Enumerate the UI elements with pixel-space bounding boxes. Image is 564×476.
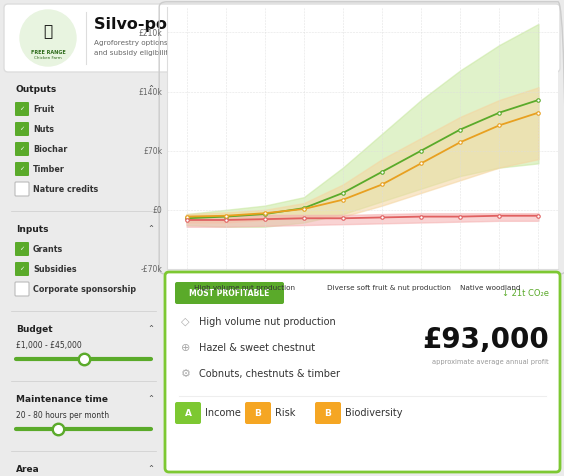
Text: B: B [254,408,262,417]
Text: Biochar: Biochar [33,145,67,153]
Text: ⌃: ⌃ [147,325,154,334]
Text: Fruit: Fruit [33,105,54,113]
Text: Cobnuts, chestnuts & timber: Cobnuts, chestnuts & timber [199,369,340,379]
Text: ⚙: ⚙ [181,369,191,379]
Text: Timber: Timber [33,165,65,173]
Text: Subsidies: Subsidies [33,265,77,274]
Text: ✓: ✓ [19,267,25,271]
Text: ✓: ✓ [19,107,25,111]
Text: Silvo-poultry agroforestry: Silvo-poultry agroforestry [94,17,329,31]
Text: Grants: Grants [33,245,63,254]
Text: High volume nut production: High volume nut production [195,285,296,291]
Text: 20 - 80 hours per month: 20 - 80 hours per month [16,411,109,420]
Text: Biodiversity: Biodiversity [345,408,403,418]
Circle shape [20,10,76,66]
Text: ✓: ✓ [19,147,25,151]
Text: approximate average annual profit: approximate average annual profit [433,359,549,365]
Text: Hazel & sweet chestnut: Hazel & sweet chestnut [199,343,315,353]
Text: FREE RANGE: FREE RANGE [30,50,65,54]
FancyBboxPatch shape [165,272,560,472]
FancyBboxPatch shape [15,242,29,256]
Text: Nature credits: Nature credits [33,185,98,194]
Text: ⌃: ⌃ [147,225,154,234]
Text: approximate average annual profit: approximate average annual profit [429,45,551,51]
Text: Risk: Risk [275,408,296,418]
Text: ⌃: ⌃ [147,85,154,94]
FancyBboxPatch shape [15,142,29,156]
Text: ⊕: ⊕ [181,343,191,353]
Text: Income: Income [205,408,241,418]
Text: Native woodland: Native woodland [460,285,521,291]
FancyBboxPatch shape [15,122,29,136]
Text: Outputs: Outputs [16,85,58,94]
FancyBboxPatch shape [4,4,560,72]
Text: Corporate sponsorship: Corporate sponsorship [33,285,136,294]
FancyBboxPatch shape [15,282,29,296]
FancyBboxPatch shape [175,402,201,424]
FancyBboxPatch shape [15,262,29,276]
Text: Diverse soft fruit & nut production: Diverse soft fruit & nut production [327,285,451,291]
FancyBboxPatch shape [245,402,271,424]
Text: Agroforestry options encompassing shade for chickens, optional produce
and subsi: Agroforestry options encompassing shade … [94,40,357,56]
Text: ↓ 21t CO₂e: ↓ 21t CO₂e [502,288,549,298]
Text: Chicken Farm: Chicken Farm [34,56,62,60]
Text: MOST PROFITABLE: MOST PROFITABLE [189,288,269,298]
Text: ◇: ◇ [181,317,190,327]
Text: Cumulative cash flow: Cumulative cash flow [167,0,279,2]
FancyBboxPatch shape [315,402,341,424]
Text: £1,000 - £45,000: £1,000 - £45,000 [16,341,82,350]
Text: A: A [184,408,192,417]
Text: £93,000: £93,000 [422,326,549,354]
Text: 🐓: 🐓 [43,24,52,40]
Text: ⌃: ⌃ [147,395,154,404]
Text: Nuts: Nuts [33,125,54,133]
Text: ✓: ✓ [19,247,25,251]
FancyBboxPatch shape [15,102,29,116]
Text: Budget: Budget [16,325,52,334]
FancyBboxPatch shape [15,182,29,196]
Text: Maintenance time: Maintenance time [16,395,108,404]
Text: High volume nut production: High volume nut production [199,317,336,327]
Text: £12,000 - £93,000: £12,000 - £93,000 [381,17,551,35]
Text: B: B [324,408,332,417]
Text: Inputs: Inputs [16,225,49,234]
Text: ✓: ✓ [19,167,25,171]
Text: Area: Area [16,465,39,474]
Text: ⌃: ⌃ [147,465,154,474]
FancyBboxPatch shape [15,162,29,176]
FancyBboxPatch shape [175,282,284,304]
Text: ✓: ✓ [19,127,25,131]
